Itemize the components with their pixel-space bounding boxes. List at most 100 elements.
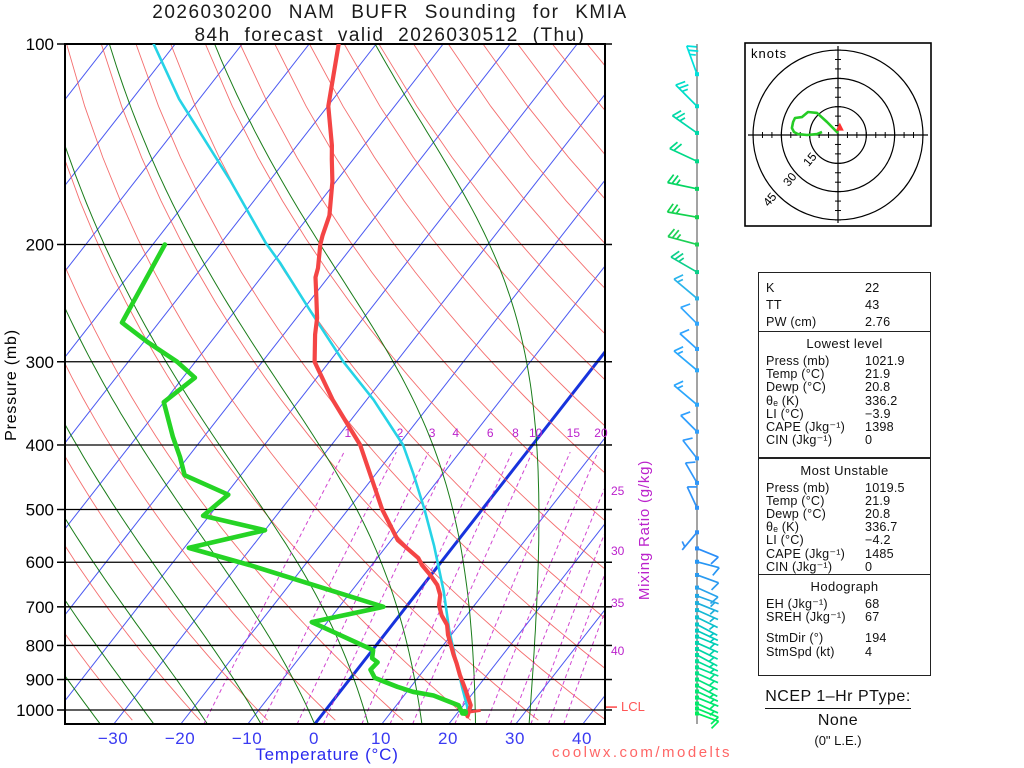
parcel-trace [152,44,469,718]
stat-value: 68 [865,596,880,611]
isotherm-line [65,44,511,616]
barb-feather [674,252,684,260]
barb-shaft [696,574,719,584]
wind-barbs-layer [666,45,720,729]
wind-barb [695,671,719,686]
watermark: coolwx.com/modelts [552,744,733,761]
wind-barb [695,608,719,623]
barb-feather [681,88,689,93]
wind-barb [673,274,699,301]
mixing-ratio-value-label: 20 [594,426,608,440]
section-header: Hodograph [810,578,879,594]
stat-row: θₑ (K) 336.2 [759,393,930,408]
stat-row: StmSpd (kt) 4 [759,644,930,659]
dry-adiabat-line [239,44,605,522]
ptype-title: NCEP 1–Hr PType: [765,688,911,709]
wind-barb [695,634,719,649]
temperature-tick-label: 10 [371,729,391,748]
barb-shaft [696,712,719,723]
plot-border [64,43,606,725]
barb-feather [688,49,699,52]
mixing-ratio-value-label: 8 [512,426,519,440]
barb-feather [710,582,720,591]
pressure-tick-label: 600 [26,553,54,572]
stat-value: 21.9 [865,367,891,382]
stat-label: CAPE (Jkg⁻¹) [766,420,846,435]
isotherm-line [381,437,605,724]
section-hodograph: Hodograph EH (Jkg⁻¹) 68 SREH (Jkg⁻¹) 67 StmDi… [759,573,930,659]
section-header: Most Unstable [800,462,889,478]
barb-feather [671,229,680,239]
wind-barb [695,711,720,729]
mixing-ratio-line [322,451,453,724]
stat-row: CIN (Jkg⁻¹) 0 [759,560,930,574]
barb-feather [677,278,684,283]
pressure-axis-label: Pressure (mb) [3,329,20,441]
stat-value: 1021.9 [865,354,905,368]
wind-barb [669,141,699,164]
page-title: 2026030200 NAM BUFR Sounding for KMIA [152,2,628,23]
storm-motion-marker [835,122,844,131]
barb-shaft [696,586,719,598]
wind-barb [695,585,719,605]
stat-row: StmDir (°) 194 [759,632,930,645]
stat-value: 20.8 [865,506,891,521]
wind-barb [680,303,699,326]
dry-adiabat-line [274,44,605,474]
stat-label: LI (°C) [766,533,804,548]
wind-barb [686,486,699,510]
isotherm-line [65,44,578,702]
stat-row: Temp (°C) 21.9 [759,368,930,381]
stat-label: Press (mb) [766,480,830,495]
wind-barb [695,665,719,680]
moist-adiabat-line [65,423,262,724]
barb-feather [709,650,715,656]
pressure-tick-label: 300 [26,353,54,372]
stat-row: K 22 [759,280,930,297]
barb-shaft [680,306,698,325]
stat-label: θₑ (K) [766,393,800,408]
stat-row: TT 43 [759,297,930,314]
stat-value: 1398 [865,420,894,435]
barb-shaft [696,666,719,677]
barb-shaft [696,595,719,605]
barb-feather [682,437,693,442]
dry-adiabat-line [65,455,268,721]
title-block: 2026030200 NAM BUFR Sounding for KMIA 84… [70,2,710,47]
ptype-note: (0" L.E.) [814,733,862,748]
temperature-tick-label: −30 [98,729,128,748]
mixing-ratio-line [454,451,571,724]
stat-value: 4 [865,644,873,659]
page-subtitle: 84h forecast valid 2026030512 (Thu) [194,25,586,46]
stat-value: 67 [865,610,880,625]
barb-shaft [696,678,719,691]
wind-barb [680,411,699,434]
surface-temp-tick [466,708,481,714]
barb-shaft [696,547,719,558]
barb-feather [673,346,684,352]
barb-feather [675,179,681,185]
pressure-tick-label: 200 [26,235,54,254]
barb-shaft [696,660,719,672]
temperature-tick-label: −20 [165,729,195,748]
stat-label: LI (°C) [766,406,804,421]
mixing-ratio-line [547,572,605,724]
stat-label: CAPE (Jkg⁻¹) [766,546,846,561]
isotherm-line [65,44,176,187]
barb-feather [709,673,716,680]
stat-label: EH (Jkg⁻¹) [766,596,828,611]
hodograph-trace [790,110,839,137]
barb-feather [673,380,684,387]
stat-label: Temp (°C) [766,367,825,382]
barb-feather [686,45,697,48]
trace-layer [119,44,481,719]
barb-shaft [696,707,719,718]
stat-row: SREH (Jkg⁻¹) 67 [759,610,930,625]
barb-shaft [696,690,719,702]
barb-shaft [681,531,698,551]
stat-row: Press (mb) 1019.5 [759,480,930,495]
temperature-axis-label: Temperature (°C) [255,745,398,764]
wind-barb [695,647,719,662]
wind-barb [695,695,719,710]
